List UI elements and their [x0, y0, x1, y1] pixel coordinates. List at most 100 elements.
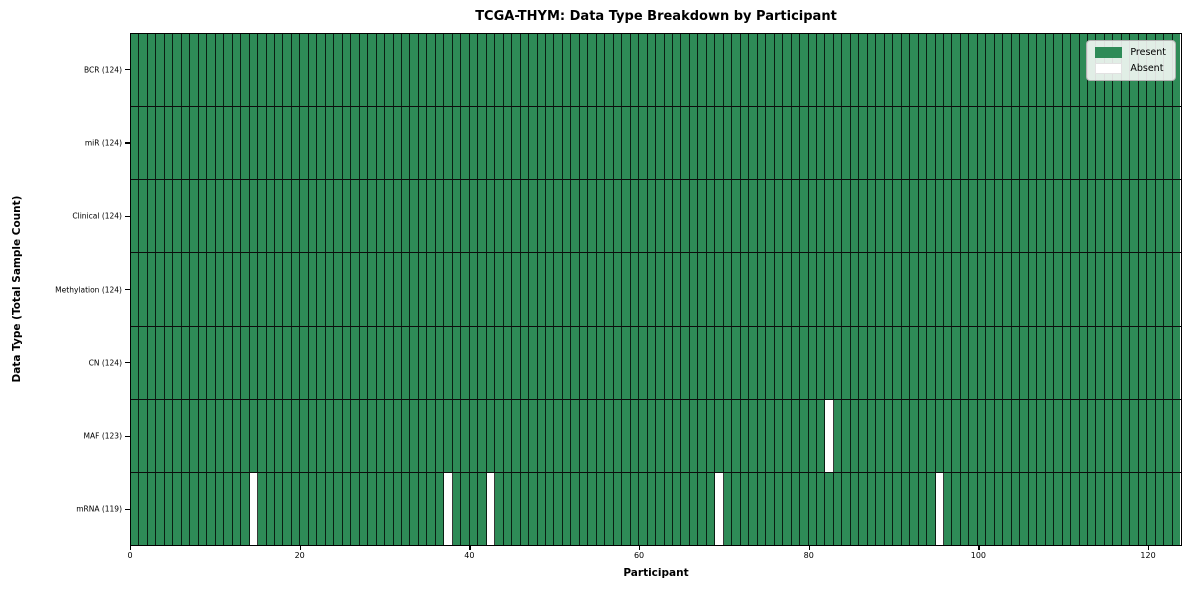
- heatmap-cell-present: [300, 107, 309, 180]
- heatmap-cell-present: [825, 253, 834, 326]
- heatmap-cell-present: [317, 399, 326, 472]
- heatmap-cell-present: [529, 253, 538, 326]
- heatmap-cell-present: [1096, 399, 1105, 472]
- heatmap-cell-present: [173, 472, 182, 545]
- heatmap-cell-present: [656, 180, 665, 253]
- heatmap-cell-present: [385, 34, 394, 107]
- heatmap-cell-present: [342, 399, 352, 472]
- heatmap-cell-present: [673, 107, 682, 180]
- heatmap-cell-present: [291, 107, 301, 180]
- heatmap-cell-present: [630, 107, 640, 180]
- heatmap-cell-present: [198, 472, 208, 545]
- heatmap-cell-present: [986, 180, 995, 253]
- heatmap-cell-present: [605, 399, 614, 472]
- heatmap-cell-present: [842, 107, 851, 180]
- heatmap-cell-present: [783, 472, 792, 545]
- heatmap-cell-absent: [249, 472, 259, 545]
- heatmap-cell-present: [520, 107, 530, 180]
- heatmap-cell-present: [198, 399, 208, 472]
- heatmap-cell-present: [173, 326, 182, 399]
- heatmap-cell-present: [291, 253, 301, 326]
- heatmap-cell-present: [613, 180, 623, 253]
- heatmap-cell-present: [452, 107, 462, 180]
- heatmap-cell-present: [613, 472, 623, 545]
- heatmap-cell-present: [562, 107, 572, 180]
- heatmap-cell-present: [291, 34, 301, 107]
- heatmap-cell-present: [825, 472, 834, 545]
- heatmap-cell-present: [1003, 34, 1012, 107]
- heatmap-cell-present: [495, 34, 504, 107]
- heatmap-cell-present: [232, 34, 242, 107]
- heatmap-cell-present: [884, 399, 894, 472]
- heatmap-cell-present: [791, 180, 801, 253]
- heatmap-cell-present: [342, 326, 352, 399]
- heatmap-cell-present: [1104, 180, 1114, 253]
- heatmap-cell-present: [334, 180, 343, 253]
- heatmap-cell-present: [994, 253, 1004, 326]
- heatmap-cell-present: [393, 253, 402, 326]
- heatmap-cell-present: [545, 253, 555, 326]
- heatmap-cell-present: [198, 107, 208, 180]
- heatmap-cell-present: [300, 472, 309, 545]
- heatmap-cell-present: [910, 180, 919, 253]
- heatmap-cell-present: [334, 472, 343, 545]
- y-tick-label: mRNA (119): [76, 504, 122, 514]
- heatmap-cell-present: [901, 107, 911, 180]
- y-tick-label: BCR (124): [83, 65, 122, 75]
- heatmap-cell-present: [1028, 34, 1038, 107]
- heatmap-cell-present: [867, 253, 877, 326]
- heatmap-cell-present: [825, 107, 834, 180]
- heatmap-cell-present: [283, 107, 292, 180]
- legend-swatch-absent-icon: [1095, 63, 1123, 74]
- heatmap-cell-present: [1104, 107, 1114, 180]
- heatmap-cell-present: [994, 326, 1004, 399]
- heatmap-cell-present: [215, 180, 225, 253]
- heatmap-cell-present: [1164, 399, 1173, 472]
- heatmap-cell-present: [139, 326, 148, 399]
- heatmap-cell-present: [173, 34, 182, 107]
- heatmap-cell-present: [139, 253, 148, 326]
- heatmap-cell-present: [622, 34, 631, 107]
- heatmap-cell-present: [977, 253, 987, 326]
- heatmap-cell-present: [1130, 180, 1139, 253]
- heatmap-cell-present: [1130, 107, 1139, 180]
- heatmap-cell-present: [249, 326, 259, 399]
- heatmap-cell-present: [1104, 399, 1114, 472]
- heatmap-cell-present: [1138, 253, 1148, 326]
- x-axis-label: Participant: [623, 567, 689, 579]
- heatmap-cell-present: [808, 472, 817, 545]
- heatmap-cell-present: [656, 326, 665, 399]
- heatmap-cell-present: [308, 253, 318, 326]
- heatmap-cell-present: [944, 399, 953, 472]
- heatmap-cell-present: [673, 326, 682, 399]
- heatmap-cell-present: [232, 472, 242, 545]
- heatmap-cell-present: [808, 107, 817, 180]
- heatmap-cell-present: [723, 253, 733, 326]
- heatmap-cell-present: [520, 180, 530, 253]
- heatmap-cell-present: [605, 253, 614, 326]
- heatmap-cell-present: [1155, 107, 1165, 180]
- heatmap-cell-present: [224, 472, 233, 545]
- heatmap-cell-present: [901, 472, 911, 545]
- heatmap-cell-present: [571, 326, 580, 399]
- heatmap-cell-present: [749, 107, 758, 180]
- heatmap-cell-present: [723, 180, 733, 253]
- heatmap-cell-present: [1054, 180, 1063, 253]
- y-tick-label: CN (124): [88, 358, 122, 368]
- heatmap-cell-present: [1130, 326, 1139, 399]
- heatmap-cell-present: [944, 34, 953, 107]
- heatmap-cell-present: [427, 472, 436, 545]
- heatmap-cell-present: [181, 34, 191, 107]
- heatmap-cell-present: [969, 253, 978, 326]
- heatmap-cell-present: [190, 180, 199, 253]
- heatmap-cell-present: [579, 472, 589, 545]
- heatmap-cell-present: [800, 326, 809, 399]
- heatmap-cell-present: [198, 180, 208, 253]
- heatmap-cell-present: [325, 34, 335, 107]
- heatmap-cell-present: [622, 253, 631, 326]
- heatmap-cell-present: [842, 472, 851, 545]
- heatmap-cell-present: [749, 253, 758, 326]
- heatmap-cell-present: [977, 107, 987, 180]
- heatmap-cell-present: [749, 472, 758, 545]
- heatmap-cell-present: [1121, 472, 1131, 545]
